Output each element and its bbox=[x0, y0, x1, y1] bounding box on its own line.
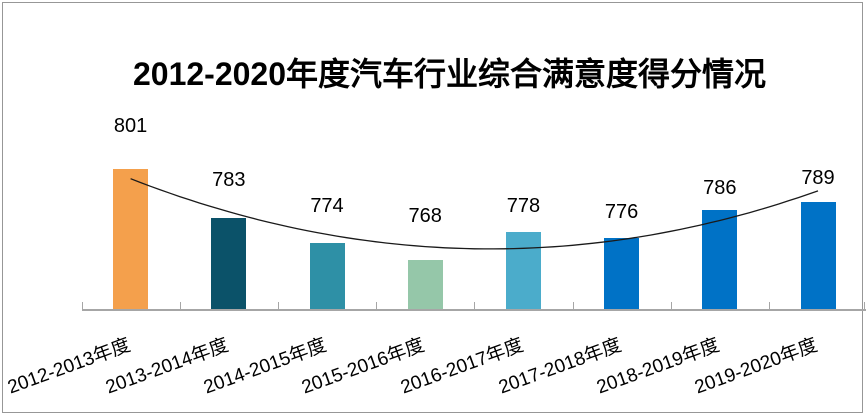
value-label: 768 bbox=[383, 206, 467, 226]
x-axis-line bbox=[82, 309, 866, 311]
value-label: 801 bbox=[89, 116, 173, 136]
value-label: 783 bbox=[187, 170, 271, 190]
bar bbox=[506, 232, 541, 309]
axis-tick bbox=[376, 302, 377, 309]
bar bbox=[211, 218, 246, 309]
axis-tick bbox=[671, 302, 672, 309]
bar bbox=[604, 238, 639, 310]
bar bbox=[702, 210, 737, 309]
value-label: 786 bbox=[678, 178, 762, 198]
axis-tick bbox=[180, 302, 181, 309]
value-label: 778 bbox=[481, 196, 565, 216]
axis-tick bbox=[82, 302, 83, 309]
axis-tick bbox=[278, 302, 279, 309]
bar bbox=[801, 202, 836, 309]
axis-tick bbox=[474, 302, 475, 309]
value-label: 774 bbox=[285, 196, 369, 216]
axis-tick bbox=[573, 302, 574, 309]
axis-tick bbox=[864, 302, 865, 309]
value-label: 776 bbox=[580, 202, 664, 222]
axis-tick bbox=[769, 302, 770, 309]
bar bbox=[408, 260, 443, 310]
bar bbox=[113, 169, 148, 309]
bar bbox=[310, 243, 345, 309]
value-label: 789 bbox=[776, 168, 860, 188]
